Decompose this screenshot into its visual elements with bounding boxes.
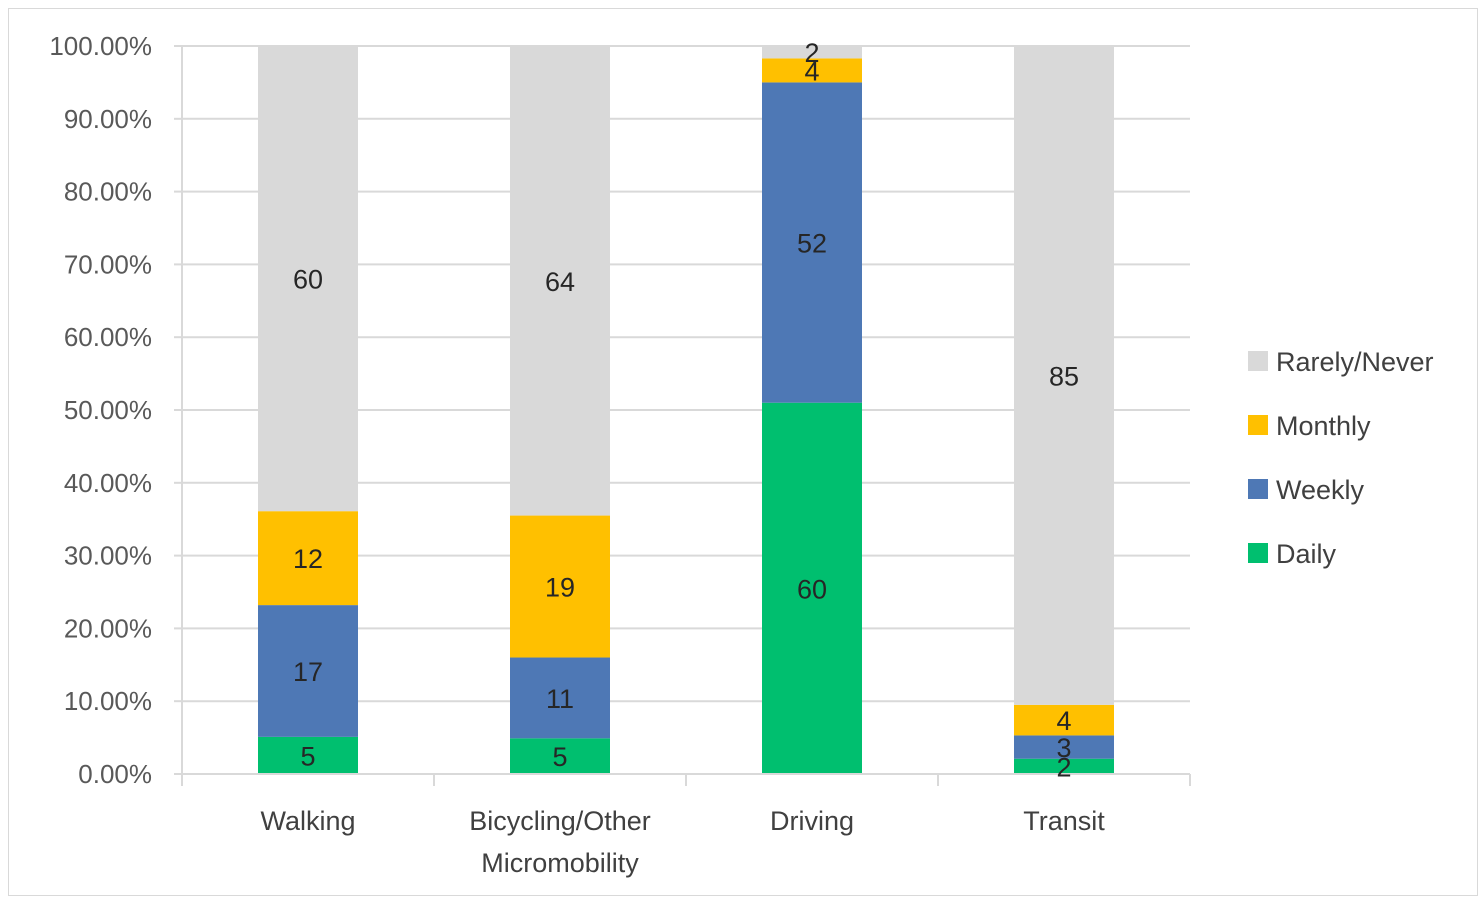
x-axis-ticks: Walking Bicycling/Other Micromobility Drivi… (260, 806, 1105, 878)
y-tick-label: 40.00% (64, 468, 152, 498)
y-tick-label: 60.00% (64, 322, 152, 352)
bar-transit-monthly (1014, 704, 1114, 736)
x-tick-label-line: Bicycling/Other (469, 806, 651, 836)
x-tick-label-driving: Driving (770, 806, 854, 836)
legend: Rarely/Never Monthly Weekly Daily (1248, 347, 1434, 569)
bar-bicycling-other-micromobility-daily (510, 738, 610, 774)
bar-driving-weekly (762, 82, 862, 403)
data-label-transit-rarely-never: 85 (1049, 361, 1079, 391)
y-tick-label: 90.00% (64, 104, 152, 134)
data-label-bicycling-other-micromobility-rarely-never: 64 (545, 267, 575, 297)
y-tick-label: 30.00% (64, 541, 152, 571)
x-tick-label-line: Driving (770, 806, 854, 836)
bar-walking-weekly (258, 605, 358, 737)
data-label-transit-monthly: 4 (1056, 706, 1071, 736)
chart-frame (8, 8, 1478, 896)
y-tick-label: 80.00% (64, 177, 152, 207)
y-tick-label: 100.00% (49, 31, 152, 61)
data-label-driving-weekly: 52 (797, 229, 827, 259)
data-label-walking-monthly: 12 (293, 544, 323, 574)
legend-swatch-monthly (1248, 415, 1268, 435)
y-tick-label: 70.00% (64, 249, 152, 279)
x-tick-label-line: Transit (1023, 806, 1105, 836)
legend-swatch-weekly (1248, 479, 1268, 499)
y-tick-label: 10.00% (64, 686, 152, 716)
y-tick-label: 0.00% (78, 759, 152, 789)
bar-driving-rarely-never (762, 46, 862, 59)
data-label-walking-weekly: 17 (293, 657, 323, 687)
x-tick-label-line: Walking (260, 806, 355, 836)
bar-bicycling-other-micromobility-weekly (510, 657, 610, 739)
y-tick-label: 20.00% (64, 613, 152, 643)
bar-walking-monthly (258, 511, 358, 606)
axes (174, 45, 1191, 786)
data-label-transit-weekly: 3 (1056, 733, 1071, 763)
x-tick-label-bicycling-other-micromobility: Bicycling/Other Micromobility (469, 806, 651, 878)
bar-walking-rarely-never (258, 46, 358, 512)
data-label-bicycling-other-micromobility-daily: 5 (552, 742, 567, 772)
legend-swatch-rarely-never (1248, 351, 1268, 371)
bars (258, 46, 1114, 774)
x-tick-label-walking: Walking (260, 806, 355, 836)
bar-transit-daily (1014, 758, 1114, 774)
data-label-bicycling-other-micromobility-weekly: 11 (546, 684, 574, 714)
legend-label-monthly: Monthly (1276, 411, 1371, 441)
legend-swatch-daily (1248, 543, 1268, 563)
data-label-driving-monthly: 4 (804, 56, 819, 86)
bar-bicycling-other-micromobility-monthly (510, 515, 610, 658)
data-label-bicycling-other-micromobility-monthly: 19 (545, 573, 575, 603)
bar-driving-monthly (762, 58, 862, 83)
bar-transit-weekly (1014, 735, 1114, 759)
bar-transit-rarely-never (1014, 46, 1114, 705)
bar-driving-daily (762, 402, 862, 774)
y-axis-ticks: 0.00% 10.00% 20.00% 30.00% 40.00% 50.00% 60.00… (49, 31, 152, 789)
bar-bicycling-other-micromobility-rarely-never (510, 46, 610, 516)
x-tick-label-line: Micromobility (481, 848, 639, 878)
data-label-walking-daily: 5 (300, 741, 315, 771)
data-label-walking-rarely-never: 60 (293, 265, 323, 295)
bar-walking-daily (258, 736, 358, 774)
data-label-driving-rarely-never: 2 (804, 38, 819, 68)
data-label-transit-daily: 2 (1056, 752, 1071, 782)
data-label-driving-daily: 60 (797, 574, 827, 604)
legend-label-weekly: Weekly (1276, 475, 1365, 505)
legend-label-rarely-never: Rarely/Never (1276, 347, 1434, 377)
y-tick-label: 50.00% (64, 395, 152, 425)
x-tick-label-transit: Transit (1023, 806, 1105, 836)
legend-label-daily: Daily (1276, 539, 1337, 569)
